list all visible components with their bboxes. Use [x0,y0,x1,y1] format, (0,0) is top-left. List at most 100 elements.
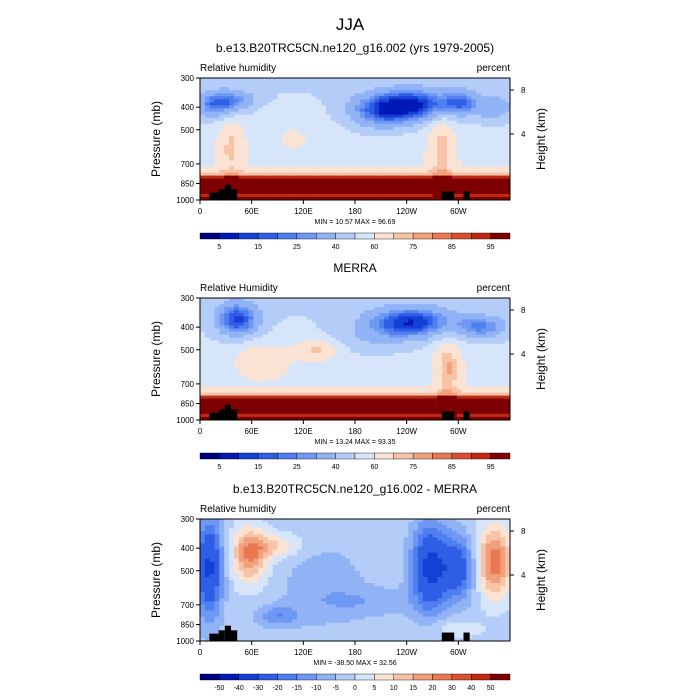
heatmap-cell [355,166,361,171]
heatmap-cell [253,123,259,128]
heatmap-cell [258,365,264,369]
heatmap-cell [316,343,322,348]
heatmap-cell [301,108,308,113]
heatmap-cell [398,166,405,171]
heatmap-cell [403,316,409,320]
heatmap-cell [374,346,380,351]
heatmap-cell [238,135,245,140]
heatmap-cell [461,365,467,369]
heatmap-cell [277,401,283,406]
heatmap-cell [451,359,458,363]
heatmap-cell [505,395,510,400]
heatmap-cell [500,145,506,149]
heatmap-cell [461,355,467,360]
heatmap-cell [316,160,322,164]
heatmap-cell [442,120,448,125]
heatmap-cell [214,163,220,168]
heatmap-cell [248,84,254,88]
heatmap-cell [456,395,463,400]
heatmap-cell [350,310,356,314]
heatmap-cell [490,132,497,137]
heatmap-cell [258,160,264,164]
heatmap-cell [384,319,390,323]
heatmap-cell [495,386,501,391]
heatmap-cell [306,126,312,131]
heatmap-cell [447,163,453,168]
heatmap-cell [345,135,351,140]
heatmap-cell [248,404,254,409]
heatmap-cell [311,401,317,406]
heatmap-cell [437,365,443,369]
heatmap-cell [311,105,317,110]
heatmap-cell [480,310,487,314]
heatmap-cell [456,154,463,158]
heatmap-cell [476,365,482,369]
heatmap-cell [451,328,458,333]
heatmap-cell [306,157,312,161]
heatmap-cell [296,154,303,158]
heatmap-cell [345,380,351,384]
heatmap-cell [287,319,293,323]
heatmap-cell [282,343,288,348]
heatmap-cell [321,87,327,91]
heatmap-cell [287,359,293,363]
heatmap-cell [364,337,371,342]
heatmap-cell [505,307,510,311]
heatmap-cell [505,383,510,388]
heatmap-cell [432,102,438,107]
heatmap-cell [350,108,356,113]
heatmap-cell [490,392,497,397]
colorbar-swatch [238,232,259,240]
heatmap-cell [490,374,497,378]
heatmap-cell [398,325,405,330]
heatmap-cell [316,310,322,314]
heatmap-cell [204,334,211,339]
heatmap-cell [262,322,269,327]
heatmap-cell [306,114,312,119]
heatmap-cell [262,368,269,372]
heatmap-cell [311,374,317,378]
heatmap-cell [258,298,264,302]
heatmap-cell [490,304,497,308]
heatmap-cell [200,172,206,177]
heatmap-cell [437,343,443,348]
heatmap-cell [437,126,443,131]
heatmap-cell [267,78,274,82]
heatmap-cell [350,334,356,339]
heatmap-cell [316,368,322,372]
heatmap-cell [408,129,414,134]
heatmap-cell [422,325,429,330]
heatmap-cell [258,151,264,155]
heatmap-cell [417,304,424,308]
heatmap-cell [253,386,259,391]
heatmap-cell [466,359,472,363]
heatmap-cell [325,87,332,91]
heatmap-cell [248,78,254,82]
heatmap-cell [461,142,467,146]
heatmap-cell [214,325,220,330]
heatmap-cell [233,154,240,158]
heatmap-cell [485,355,492,360]
heatmap-cell [417,181,424,186]
heatmap-cell [485,181,492,186]
heatmap-cell [388,328,395,333]
heatmap-cell [408,99,414,103]
heatmap-cell [384,371,390,375]
heatmap-cell [311,313,317,317]
heatmap-cell [204,178,211,183]
heatmap-cell [282,337,288,342]
heatmap-cell [379,78,385,82]
heatmap-cell [480,301,487,305]
heatmap-cell [311,301,317,305]
heatmap-cell [335,142,342,146]
heatmap-cell [200,310,206,314]
heatmap-cell [437,120,443,125]
heatmap-cell [413,108,419,113]
heatmap-cell [233,362,240,366]
heatmap-cell [219,81,225,85]
heatmap-cell [345,368,351,372]
heatmap-cell [408,368,414,372]
heatmap-cell [267,310,274,314]
heatmap-cell [485,151,492,155]
heatmap-cell [466,328,472,333]
